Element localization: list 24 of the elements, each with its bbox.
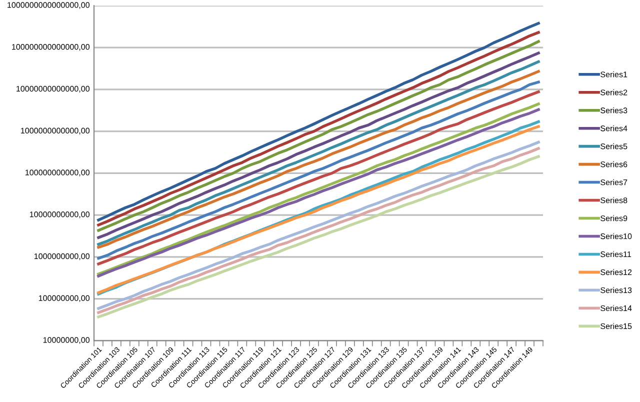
- legend-label: Series13: [600, 287, 632, 294]
- legend-label: Series5: [600, 143, 628, 150]
- y-tick-label: 1000000000000000,00: [8, 2, 90, 9]
- legend-label: Series11: [600, 251, 631, 258]
- legend-label: Series6: [600, 161, 628, 168]
- y-tick-label: 1000000000000,00: [21, 128, 90, 134]
- y-tick-label: 10000000000000,00: [16, 86, 90, 93]
- y-tick-label: 1000000000,00: [34, 253, 90, 260]
- y-tick-label: 100000000000000,00: [12, 44, 90, 51]
- legend-label: Series15: [600, 323, 632, 330]
- legend-label: Series10: [600, 233, 632, 240]
- legend-label: Series3: [600, 107, 628, 114]
- y-tick-label: 100000000000,00: [25, 170, 90, 176]
- legend-label: Series14: [600, 305, 632, 312]
- y-tick-label: 100000000,00: [38, 295, 90, 302]
- y-tick-label: 10000000,00: [43, 337, 90, 344]
- y-tick-label: 10000000000,00: [30, 212, 90, 218]
- legend-label: Series9: [600, 215, 628, 222]
- legend-label: Series7: [600, 179, 628, 186]
- legend-label: Series1: [600, 71, 628, 78]
- legend-label: Series8: [600, 197, 628, 204]
- legend-label: Series12: [600, 269, 632, 276]
- legend-label: Series4: [600, 125, 628, 132]
- legend-label: Series2: [600, 89, 628, 96]
